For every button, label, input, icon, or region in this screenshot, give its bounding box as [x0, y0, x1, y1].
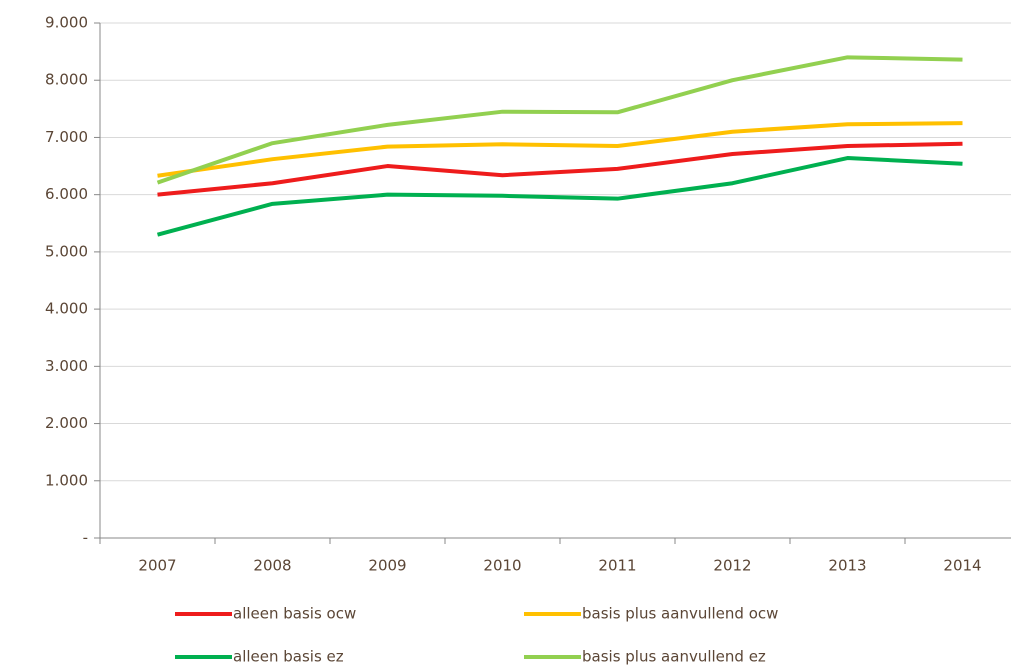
- series-line: [156, 55, 963, 185]
- x-tick-label: 2009: [368, 557, 406, 575]
- legend-label: alleen basis ocw: [233, 605, 356, 623]
- y-tick-label: 1.000: [45, 471, 88, 489]
- x-tick-label: 2014: [943, 557, 981, 575]
- y-tick-label: -: [83, 529, 88, 547]
- y-tick-label: 6.000: [45, 185, 88, 203]
- legend-label: basis plus aanvullend ez: [582, 648, 766, 666]
- series-line: [157, 121, 963, 178]
- y-tick-label: 8.000: [45, 71, 88, 89]
- y-tick-label: 3.000: [45, 357, 88, 375]
- x-tick-label: 2011: [598, 557, 636, 575]
- x-tick-label: 2007: [138, 557, 176, 575]
- series-line: [156, 156, 963, 237]
- y-tick-label: 2.000: [45, 414, 88, 432]
- series-line: [157, 141, 963, 197]
- legend-label: basis plus aanvullend ocw: [582, 605, 778, 623]
- x-tick-label: 2008: [253, 557, 291, 575]
- x-tick-label: 2010: [483, 557, 521, 575]
- x-tick-label: 2013: [828, 557, 866, 575]
- y-tick-label: 9.000: [45, 14, 88, 32]
- y-tick-label: 5.000: [45, 242, 88, 260]
- y-tick-label: 4.000: [45, 300, 88, 318]
- x-tick-label: 2012: [713, 557, 751, 575]
- legend-label: alleen basis ez: [233, 648, 344, 666]
- y-tick-label: 7.000: [45, 128, 88, 146]
